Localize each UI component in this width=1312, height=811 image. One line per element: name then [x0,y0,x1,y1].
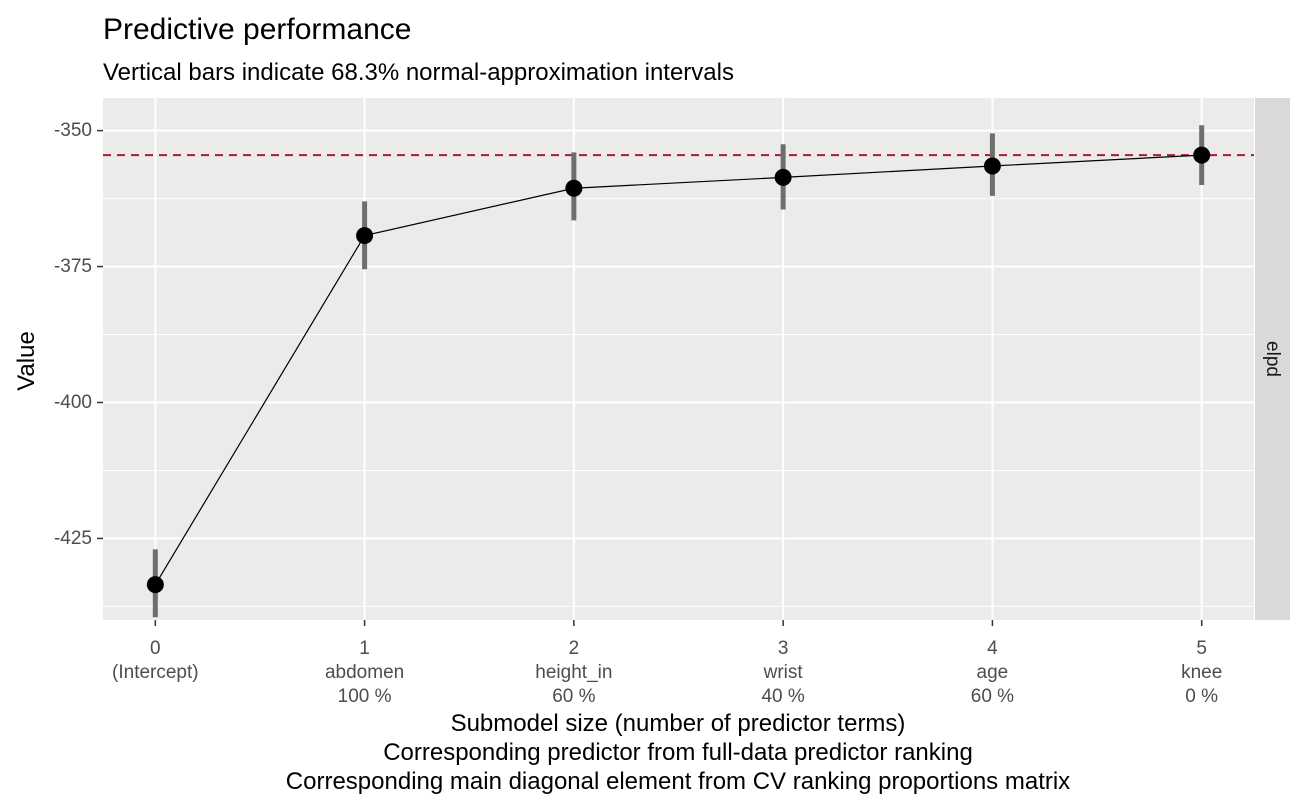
data-point [983,157,1001,175]
y-axis-title: Value [13,331,40,391]
data-point [1193,146,1211,164]
facet-strip-label: elpd [1262,341,1283,377]
x-tick-label: 100 % [338,686,392,707]
x-tick-label: knee [1181,662,1222,683]
x-tick-label: age [977,662,1009,683]
chart-title: Predictive performance [103,13,411,46]
x-tick-label: 4 [987,638,998,659]
facet-strip [1255,98,1290,620]
x-tick-label: 1 [359,638,370,659]
x-tick-label: 40 % [761,686,804,707]
data-point [565,179,583,197]
x-tick-label: 0 % [1185,686,1218,707]
x-tick-label: abdomen [325,662,404,683]
x-tick-label: 5 [1196,638,1207,659]
x-tick-label: 0 [150,638,161,659]
chart-subtitle: Vertical bars indicate 68.3% normal-appr… [103,59,734,86]
x-axis-title-line-1: Submodel size (number of predictor terms… [451,710,906,737]
plot-panel [103,98,1254,620]
x-tick-label: 60 % [971,686,1014,707]
x-tick-label: 3 [778,638,789,659]
plot-layer: elpd -350 -375 -400 -425 0 (Intercept) 1 abdomen… [54,98,1290,707]
data-point [774,168,792,186]
y-tick-label: -425 [54,528,92,549]
x-axis-title-line-3: Corresponding main diagonal element from… [286,768,1070,795]
x-tick-label: (Intercept) [112,662,199,683]
x-axis-title-line-2: Corresponding predictor from full-data p… [383,739,973,766]
y-tick-label: -350 [54,120,92,141]
data-point [356,227,374,245]
x-tick-label: height_in [535,662,612,683]
y-tick-label: -375 [54,256,92,277]
x-tick-label: 60 % [552,686,595,707]
data-point [146,576,164,594]
y-tick-label: -400 [54,392,92,413]
x-tick-label: 2 [569,638,580,659]
x-tick-label: wrist [763,662,804,683]
series-line [154,154,1202,585]
